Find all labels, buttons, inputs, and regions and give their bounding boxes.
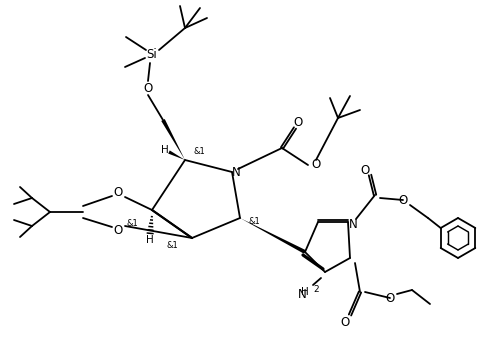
- Text: O: O: [340, 317, 350, 329]
- Text: &1: &1: [166, 241, 178, 250]
- Text: Si: Si: [146, 48, 157, 62]
- Text: H: H: [161, 145, 169, 155]
- Text: N: N: [232, 166, 241, 178]
- Text: O: O: [312, 158, 320, 171]
- Text: H: H: [301, 287, 309, 297]
- Polygon shape: [240, 218, 306, 254]
- Text: O: O: [113, 186, 123, 199]
- Text: N: N: [298, 288, 307, 301]
- Text: O: O: [143, 82, 153, 95]
- Polygon shape: [168, 150, 185, 160]
- Text: O: O: [386, 292, 394, 305]
- Text: O: O: [293, 116, 303, 130]
- Text: O: O: [113, 223, 123, 237]
- Text: &1: &1: [193, 147, 205, 157]
- Text: &1: &1: [248, 218, 260, 226]
- Text: &1: &1: [126, 219, 138, 229]
- Polygon shape: [161, 119, 185, 160]
- Text: O: O: [360, 163, 370, 177]
- Text: H: H: [146, 235, 154, 245]
- Text: O: O: [398, 194, 408, 206]
- Text: 2: 2: [313, 285, 318, 294]
- Text: N: N: [349, 218, 357, 230]
